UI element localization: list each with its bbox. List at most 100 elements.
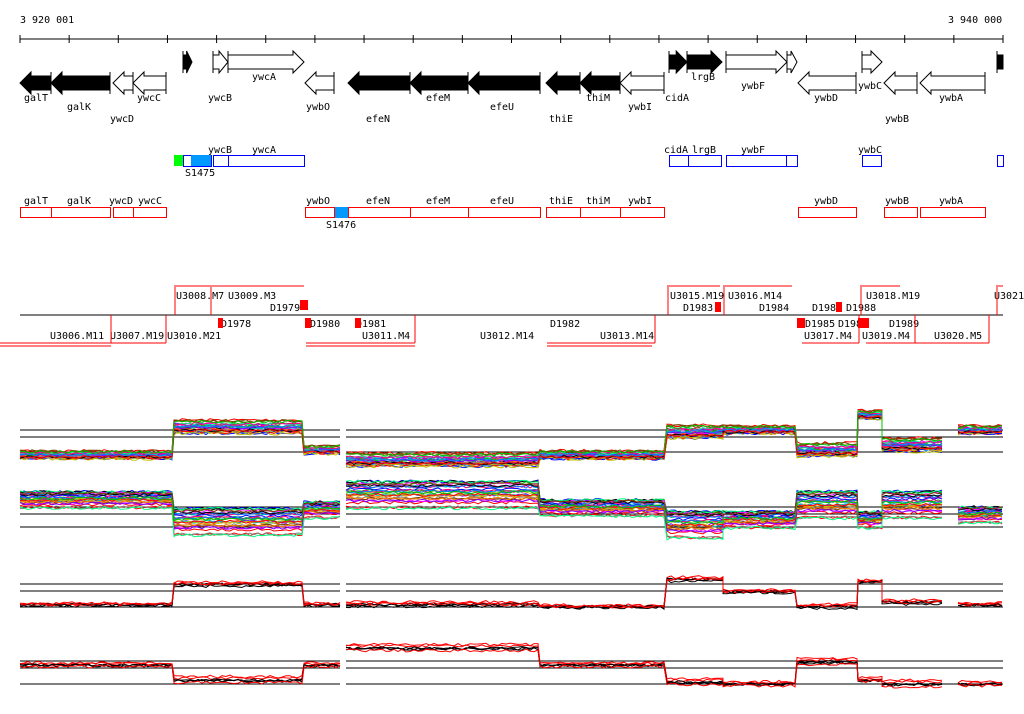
red-box[interactable] [133,207,167,218]
blue-box[interactable] [688,155,722,167]
gene-arrow-ywbI[interactable] [619,70,665,96]
segment-label: U3008.M7 [176,291,224,302]
gene-arrow-ywcC[interactable] [132,70,167,96]
expression-trace [19,642,1003,685]
gene-label: ywbI [628,102,652,113]
gene-arrow-lrgB[interactable] [686,49,723,75]
segment-marker [836,302,842,312]
segment-label: D1980 [310,319,340,330]
site-label: S1476 [326,220,356,231]
site-box [191,155,211,166]
red-box[interactable] [580,207,621,218]
expression-trace [19,409,1003,456]
gene-arrow-ywcA[interactable] [227,49,305,75]
segment-label: U3006.M11 [50,331,104,342]
gene-label: ywbO [306,102,330,113]
red-box[interactable] [51,207,111,218]
gene-arrow[interactable] [786,50,798,74]
segment-marker [355,318,361,328]
gene-arrow-thiM[interactable] [579,70,621,96]
expression-trace [19,577,1003,609]
site-label: S1475 [185,168,215,179]
red-box[interactable] [410,207,469,218]
gene-label: ywbF [741,81,765,92]
segment-label: D1989 [889,319,919,330]
red-box[interactable] [113,207,134,218]
segment-marker [305,318,311,328]
segment-label: U3016.M14 [728,291,782,302]
blue-box[interactable] [228,155,305,167]
red-box[interactable] [798,207,857,218]
gene-arrow-efeM[interactable] [409,70,469,96]
segment-label: U3017.M4 [804,331,852,342]
gene-label: ywcB [208,93,232,104]
gene-arrow-ywbA[interactable] [919,70,986,96]
expression-trace [19,646,1003,687]
gene-label: efeN [366,114,390,125]
red-box-label: thiE [549,196,573,207]
expression-trace [19,481,1003,516]
gene-arrow-ywcD[interactable] [112,70,134,96]
gene-label: thiE [549,114,573,125]
red-box[interactable] [20,207,52,218]
red-box[interactable] [305,207,335,218]
gene-arrow-ywbF[interactable] [725,49,788,75]
gene-arrow-cidA[interactable] [668,49,688,75]
gene-arrow-efeU[interactable] [467,70,541,96]
red-box-label: ywbO [306,196,330,207]
segment-label: D1983 [683,303,713,314]
blue-box[interactable] [862,155,882,167]
segment-label: D1978 [221,319,251,330]
expression-trace [19,506,1003,541]
red-box[interactable] [546,207,581,218]
blue-box-label: ywbF [741,145,765,156]
red-box-label: efeU [490,196,514,207]
gene-arrow-thiE[interactable] [545,70,581,96]
blue-box-label: lrgB [692,145,716,156]
gene-arrow-ywbO[interactable] [304,70,335,96]
red-box-label: ywbI [628,196,652,207]
segment-marker [797,318,805,328]
segment-label: U3020.M5 [934,331,982,342]
gene-arrow-ywbC[interactable] [861,49,883,75]
segment-marker [300,300,308,310]
segment-label: D1981 [356,319,386,330]
segment-marker [858,318,864,328]
expression-trace [19,412,1003,462]
segment-label: D1979 [270,303,300,314]
segment-label: U3007.M19 [110,331,164,342]
ruler-end-label: 3 940 000 [948,15,1002,26]
red-box[interactable] [620,207,665,218]
blue-box[interactable] [726,155,787,167]
gene-arrow-galK[interactable] [50,70,111,96]
ruler-start-label: 3 920 001 [20,15,74,26]
gene-arrow[interactable] [182,50,193,74]
gene-arrow-ywbD[interactable] [797,70,857,96]
red-box-label: ywbB [885,196,909,207]
gene-arrow[interactable] [996,54,1004,70]
gene-arrow-ywcB[interactable] [212,49,229,75]
red-box-label: efeM [426,196,450,207]
gene-label: lrgB [691,72,715,83]
red-box[interactable] [884,207,918,218]
blue-box[interactable] [997,155,1004,167]
blue-box[interactable] [669,155,689,167]
segment-label: U3015.M19 [670,291,724,302]
gene-arrow-galT[interactable] [19,70,52,96]
segment-label: U3012.M14 [480,331,534,342]
gene-arrow-efeN[interactable] [347,70,411,96]
expression-trace [19,575,1002,608]
red-box[interactable] [920,207,986,218]
expression-trace [19,492,1003,527]
segment-label: U3011.M4 [362,331,410,342]
segment-marker [218,318,223,328]
blue-box-label: ywcA [252,145,276,156]
red-box[interactable] [468,207,541,218]
gene-label: efeU [490,102,514,113]
red-box[interactable] [348,207,411,218]
blue-box[interactable] [786,155,798,167]
gene-label: ywcD [110,114,134,125]
segment-label: D1986 [838,319,868,330]
gene-arrow-ywbB[interactable] [883,70,918,96]
blue-box[interactable] [213,155,229,167]
